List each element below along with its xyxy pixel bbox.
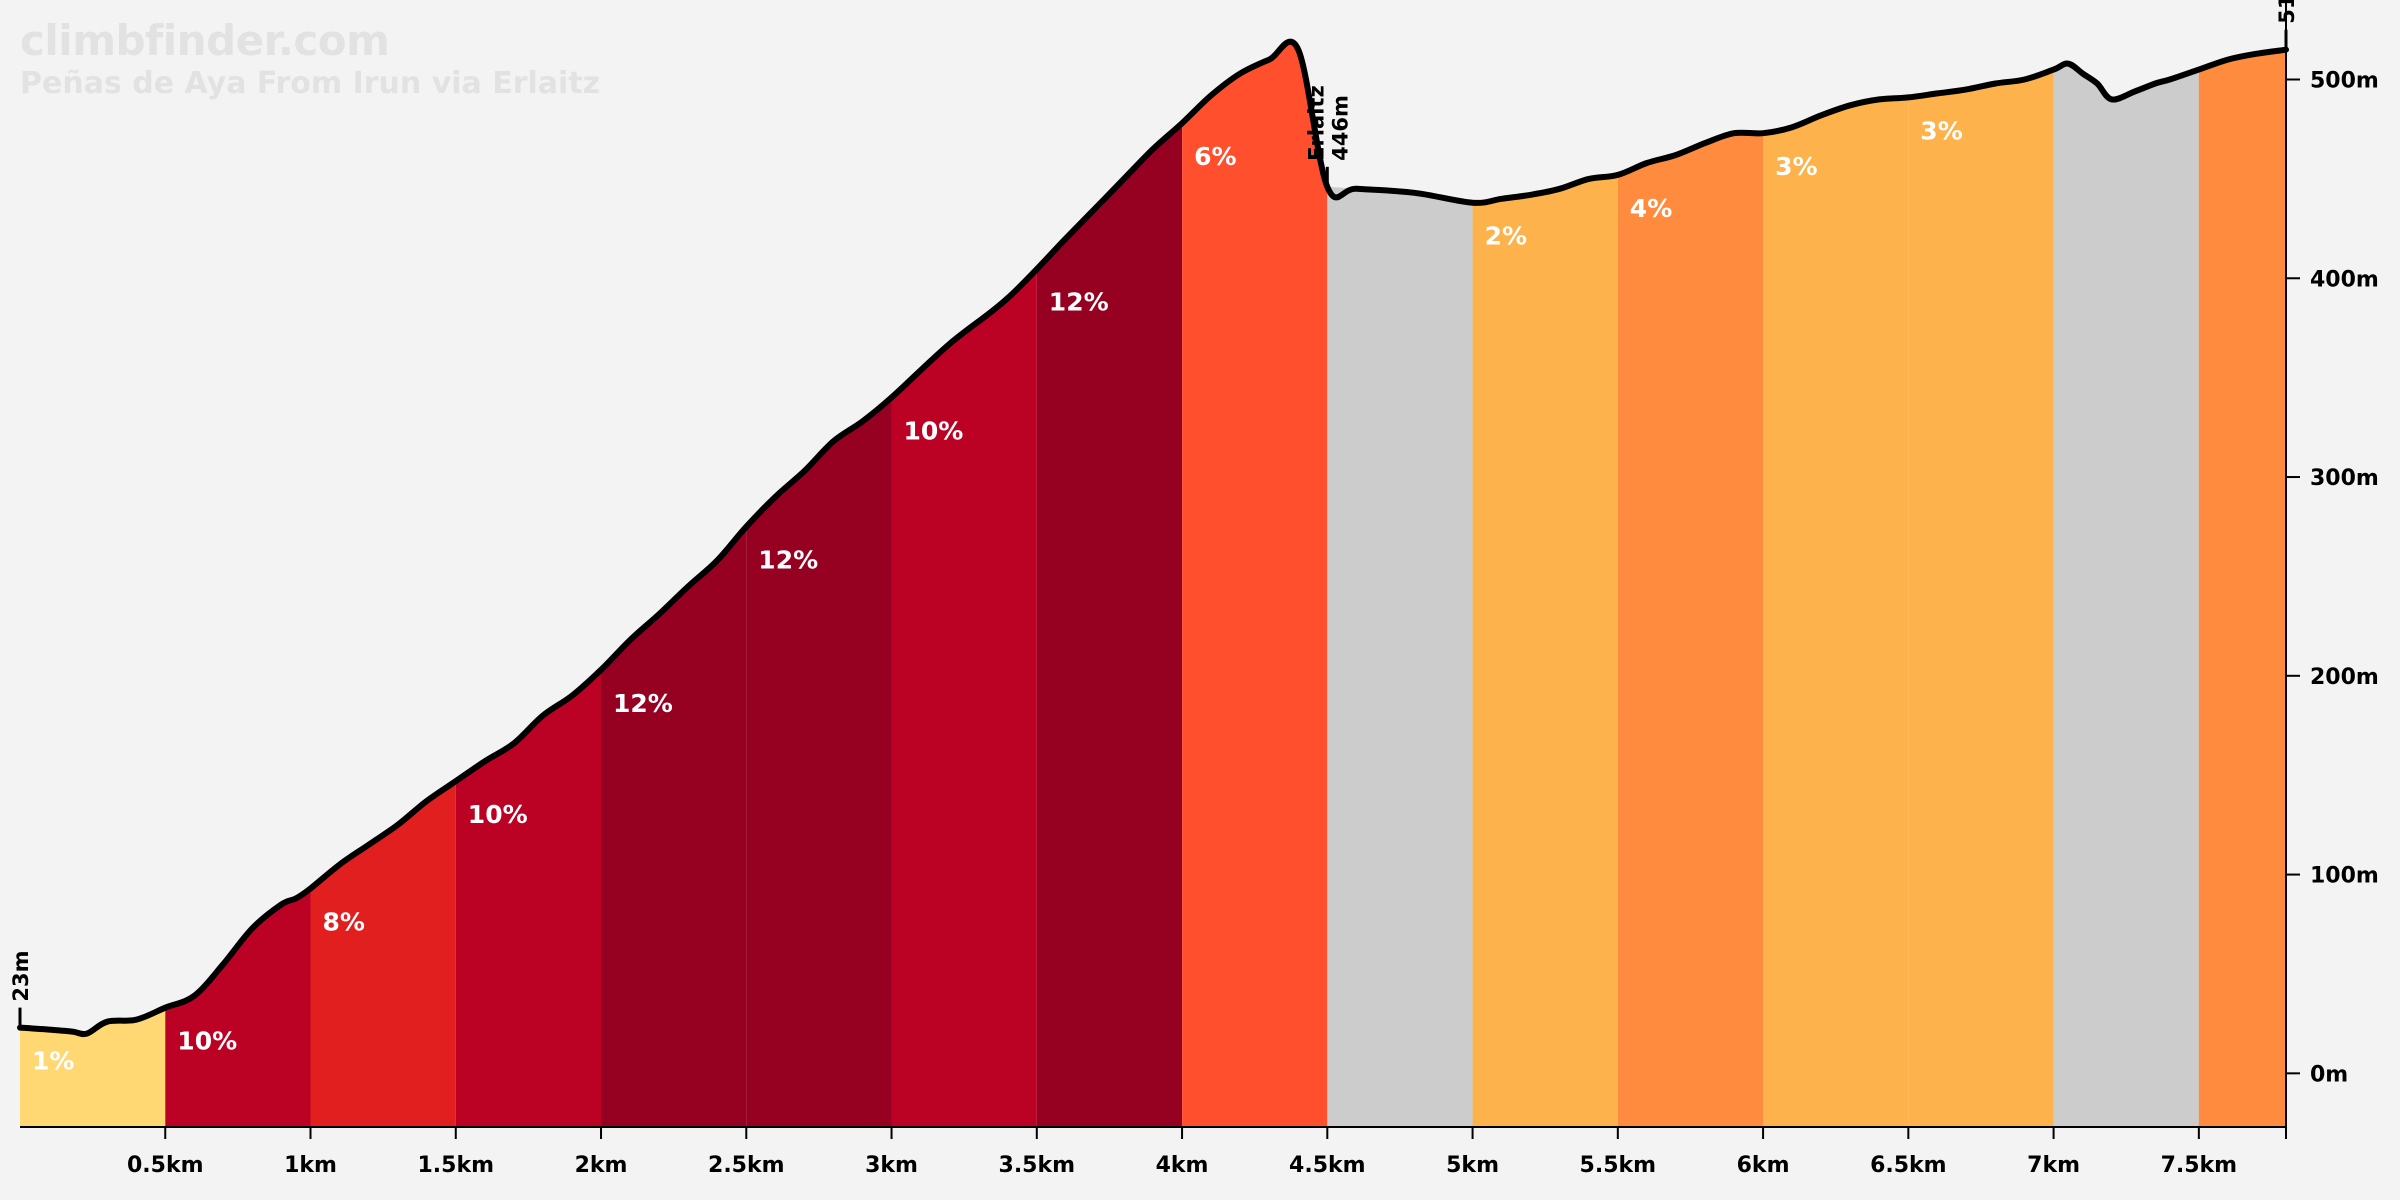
x-tick-label-5: 2.5km — [708, 1153, 785, 1178]
segment-fill-6 — [746, 397, 892, 1127]
grade-label-8: 12% — [1049, 287, 1109, 316]
x-tick-label-10: 5km — [1446, 1153, 1499, 1178]
x-tick-label-8: 4km — [1156, 1153, 1209, 1178]
annotation-label-1: 23m — [9, 951, 33, 1002]
grade-label-6: 12% — [758, 546, 818, 575]
y-tick-label-1: 0m — [2310, 1062, 2348, 1087]
segment-fill-11 — [1472, 174, 1618, 1127]
site-name: climbfinder.com — [20, 16, 390, 65]
y-tick-label-3: 200m — [2310, 665, 2379, 690]
segment-fill-10 — [1327, 186, 1473, 1128]
x-tick-label-15: 7.5km — [2161, 1153, 2238, 1178]
x-tick-label-14: 7km — [2027, 1153, 2080, 1178]
segment-fill-12 — [1617, 132, 1764, 1127]
grade-label-11: 2% — [1485, 222, 1527, 251]
x-tick-label-7: 3.5km — [999, 1153, 1076, 1178]
segment-fill-1 — [20, 1007, 166, 1127]
segment-fill-5 — [601, 526, 747, 1127]
x-tick-label-4: 2km — [575, 1153, 628, 1178]
y-tick-label-4: 300m — [2310, 466, 2379, 491]
grade-label-9: 6% — [1194, 142, 1236, 171]
annotation-elevation-2: 446m — [1328, 95, 1352, 161]
x-tick-label-11: 5.5km — [1580, 1153, 1657, 1178]
x-tick-label-3: 1.5km — [418, 1153, 495, 1178]
grade-label-7: 10% — [904, 417, 964, 446]
segment-fill-16 — [2198, 49, 2286, 1128]
segment-fill-7 — [891, 268, 1037, 1127]
grade-label-1: 1% — [32, 1047, 74, 1076]
segment-fill-14 — [1908, 69, 2054, 1128]
y-tick-label-2: 100m — [2310, 864, 2379, 889]
grade-label-3: 8% — [323, 908, 365, 937]
elevation-profile-line — [17, 38, 2289, 1038]
grade-label-5: 12% — [613, 689, 673, 718]
segment-fill-9 — [1182, 41, 1328, 1128]
x-tick-label-2: 1km — [284, 1153, 337, 1178]
segment-fill-13 — [1763, 97, 1909, 1127]
segment-fill-8 — [1036, 123, 1183, 1127]
chart-title: Peñas de Aya From Irun via Erlaitz — [20, 66, 601, 101]
annotation-label-3: 515m — [2275, 0, 2299, 24]
x-tick-label-6: 3km — [865, 1153, 918, 1178]
segment-fill-15 — [2053, 63, 2199, 1127]
grade-label-2: 10% — [177, 1027, 237, 1056]
grade-label-13: 3% — [1775, 152, 1817, 181]
x-tick-label-9: 4.5km — [1289, 1153, 1366, 1178]
x-tick-label-1: 0.5km — [127, 1153, 204, 1178]
segment-fill-4 — [455, 669, 601, 1127]
segment-fill-3 — [310, 781, 456, 1127]
x-tick-label-13: 6.5km — [1870, 1153, 1947, 1178]
grade-label-14: 3% — [1920, 116, 1962, 145]
y-tick-label-5: 400m — [2310, 267, 2379, 292]
grade-label-4: 10% — [468, 800, 528, 829]
segment-fill-2 — [165, 888, 311, 1127]
x-tick-label-12: 6km — [1737, 1153, 1790, 1178]
y-tick-label-6: 500m — [2310, 69, 2379, 94]
annotation-label-2: Erlaitz — [1304, 85, 1328, 161]
grade-label-12: 4% — [1630, 194, 1672, 223]
